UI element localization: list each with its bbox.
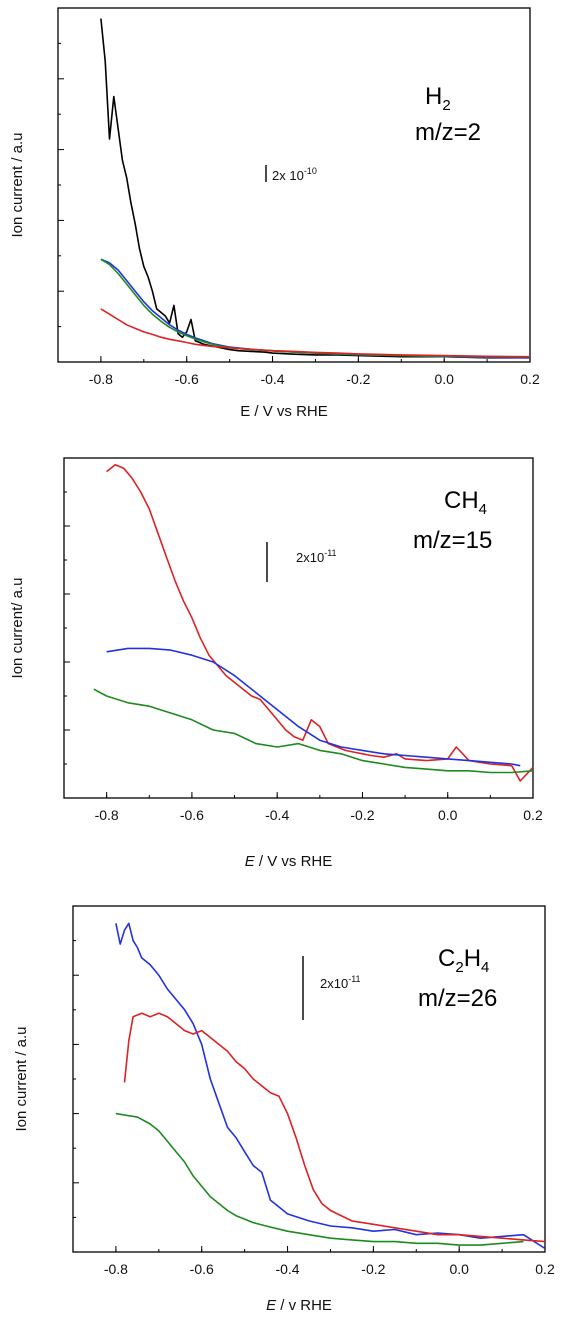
chart-panel-1: -0.8 -0.6 -0.4 -0.2 0.0 0.2 E / V vs RHE Ion cu… xyxy=(9,7,540,420)
x-tick-label: 0.2 xyxy=(535,1261,555,1277)
x-axis-label: E / V vs RHE xyxy=(245,853,333,870)
y-axis-label: Ion current / a.u xyxy=(9,132,26,237)
x-tick-label: -0.6 xyxy=(175,371,199,387)
plot-frame xyxy=(57,7,531,363)
y-axis-label: Ion current/ a.u xyxy=(9,578,26,679)
y-axis-label: Ion current / a.u xyxy=(13,1026,30,1131)
x-tick-label: 0.2 xyxy=(520,371,540,387)
species-label: CH4 xyxy=(444,487,487,518)
series-line-2 xyxy=(123,1012,546,1243)
species-label: H2 xyxy=(425,83,451,114)
x-tick-label: -0.4 xyxy=(275,1261,299,1277)
chart-panel-2: -0.8 -0.6 -0.4 -0.2 0.0 0.2 E / V vs RHE Ion cu… xyxy=(9,457,543,870)
x-tick-label: -0.2 xyxy=(361,1261,385,1277)
x-axis-label: E / v RHE xyxy=(266,1297,332,1314)
mz-label: m/z=26 xyxy=(418,985,497,1012)
x-tick-label: -0.2 xyxy=(346,371,370,387)
x-tick-label: 0.0 xyxy=(449,1261,469,1277)
series-line-4 xyxy=(100,308,531,358)
mz-label: m/z=2 xyxy=(415,119,481,146)
scale-bar-label: 2x 10-10 xyxy=(272,166,317,183)
series-line-3 xyxy=(93,688,534,774)
series-line-2 xyxy=(100,258,531,359)
x-tick-label: -0.6 xyxy=(190,1261,214,1277)
x-tick-label: 0.2 xyxy=(523,807,543,823)
x-tick-label: -0.6 xyxy=(180,807,204,823)
series-line-1 xyxy=(106,463,534,782)
x-tick-label: 0.0 xyxy=(438,807,458,823)
x-tick-label: -0.8 xyxy=(104,1261,128,1277)
x-tick-label: 0.0 xyxy=(434,371,454,387)
scale-bar-label: 2x10-11 xyxy=(296,548,337,565)
species-label: C2H4 xyxy=(438,945,489,976)
x-tick-label: -0.4 xyxy=(260,371,284,387)
scale-bar-label: 2x10-11 xyxy=(320,974,361,991)
x-tick-label: -0.4 xyxy=(265,807,289,823)
series-line-1 xyxy=(115,922,546,1250)
series-line-1 xyxy=(100,18,530,359)
x-axis-label: E / V vs RHE xyxy=(240,403,328,420)
chart-panel-3: -0.8 -0.6 -0.4 -0.2 0.0 0.2 E / v RHE Ion curre… xyxy=(13,905,555,1314)
series-line-3 xyxy=(115,1112,524,1246)
x-tick-label: -0.2 xyxy=(350,807,374,823)
x-tick-label: -0.8 xyxy=(89,371,113,387)
mz-label: m/z=15 xyxy=(413,527,492,554)
series-line-2 xyxy=(106,647,521,767)
x-tick-label: -0.8 xyxy=(95,807,119,823)
series-line-3 xyxy=(100,258,531,358)
